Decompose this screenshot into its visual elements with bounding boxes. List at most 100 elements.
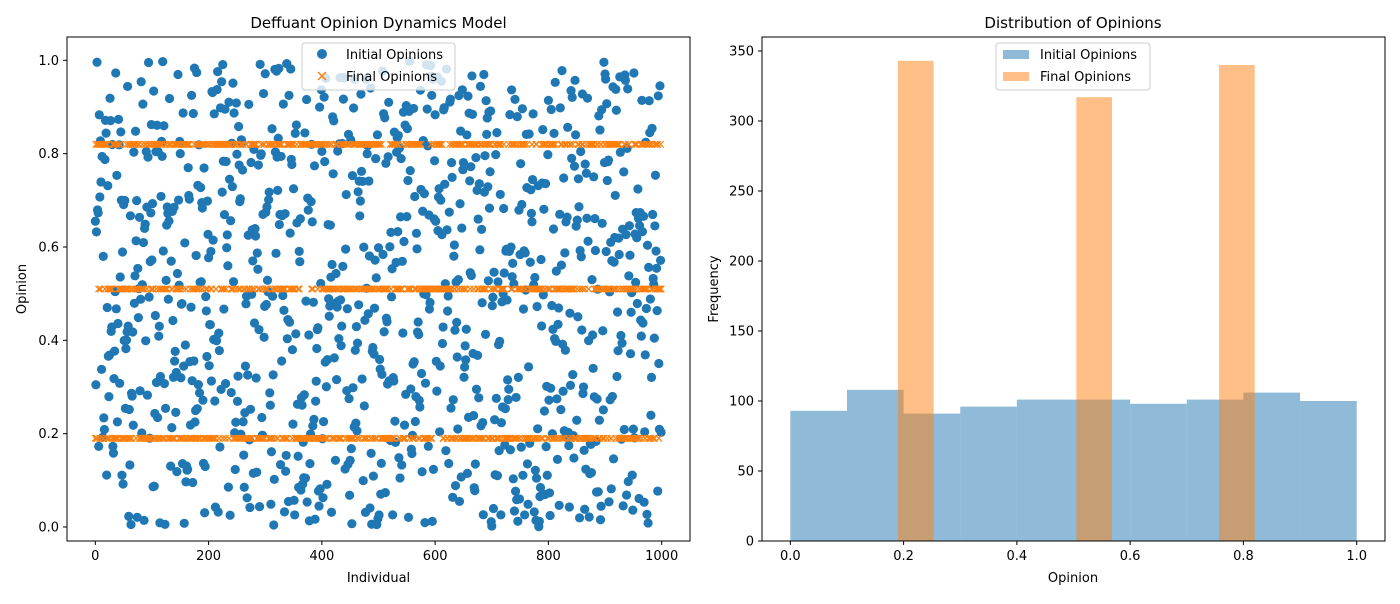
initial-opinion-point	[560, 248, 570, 258]
initial-opinion-point	[377, 369, 387, 380]
initial-opinion-point	[393, 227, 403, 237]
initial-opinion-point	[239, 482, 249, 492]
initial-opinion-point	[266, 447, 277, 457]
initial-opinion-point	[435, 427, 445, 437]
initial-opinion-point	[310, 514, 320, 524]
initial-opinion-point	[253, 264, 263, 274]
final-opinion-point	[415, 140, 423, 148]
final-opinion-point	[584, 285, 593, 293]
final-opinion-point	[628, 434, 636, 442]
initial-opinion-point	[550, 77, 560, 87]
initial-opinion-point	[352, 338, 363, 348]
initial-opinion-point	[587, 274, 597, 285]
scatter-title: Deffuant Opinion Dynamics Model	[250, 14, 506, 32]
initial-opinion-point	[633, 184, 643, 194]
initial-opinion-point	[385, 242, 395, 252]
initial-opinion-point	[560, 345, 571, 355]
initial-opinion-point	[427, 516, 437, 527]
initial-opinion-point	[590, 214, 600, 224]
initial-opinion-point	[254, 502, 265, 512]
initial-opinion-point	[359, 242, 369, 252]
initial-opinion-point	[279, 305, 289, 315]
initial-opinion-point	[382, 317, 392, 327]
initial-opinion-point	[479, 69, 489, 80]
initial-opinion-point	[206, 376, 217, 386]
initial-opinion-point	[601, 74, 611, 84]
initial-opinion-point	[96, 177, 106, 187]
final-opinion-point	[322, 434, 330, 442]
initial-opinion-point	[90, 216, 100, 226]
initial-opinion-point	[539, 204, 549, 214]
initial-opinion-point	[636, 331, 646, 341]
initial-opinion-point	[245, 502, 255, 513]
initial-opinion-point	[654, 358, 664, 369]
initial-opinion-point	[333, 146, 343, 156]
initial-opinion-point	[582, 93, 593, 103]
initial-opinion-point	[136, 294, 146, 304]
initial-opinion-point	[466, 270, 476, 281]
final-opinion-point	[173, 285, 181, 293]
histogram-x-tick-label: 0.4	[1007, 549, 1028, 564]
initial-opinion-point	[524, 129, 534, 139]
initial-opinion-point	[489, 267, 499, 277]
initial-opinion-point	[146, 208, 156, 218]
initial-opinion-point	[113, 318, 123, 329]
initial-opinion-point	[356, 166, 367, 177]
initial-opinion-point	[280, 209, 290, 219]
initial-opinion-point	[116, 127, 126, 137]
initial-opinion-point	[567, 92, 577, 103]
final-opinion-point	[376, 140, 384, 148]
final-opinion-point	[657, 285, 665, 293]
initial-opinion-point	[269, 520, 279, 530]
initial-opinion-point	[150, 310, 160, 321]
initial-opinion-point	[173, 69, 183, 80]
histogram-y-ticks: 0 50 100 150 200 250 300 350	[729, 45, 762, 550]
initial-opinion-point	[315, 102, 325, 112]
histogram-panel: Distribution of Opinions 0.0 0.2 0.4 0.6 0.8…	[707, 14, 1386, 586]
initial-opinion-point	[344, 394, 354, 404]
initial-opinion-point	[395, 473, 405, 483]
final-opinion-point	[131, 285, 139, 293]
initial-opinion-point	[99, 413, 109, 423]
final-opinion-point	[184, 140, 192, 148]
initial-opinion-point	[578, 388, 588, 399]
final-opinion-point	[426, 434, 435, 442]
initial-opinion-point	[261, 299, 271, 310]
final-opinion-point	[137, 285, 145, 293]
final-opinion-point	[483, 140, 491, 148]
initial-opinion-point	[190, 417, 200, 427]
initial-opinion-point	[602, 175, 612, 186]
initial-opinion-point	[167, 423, 177, 433]
initial-opinion-point	[338, 261, 348, 272]
initial-opinion-point	[147, 198, 158, 209]
initial-opinion-point	[125, 211, 136, 221]
initial-opinion-point	[420, 517, 430, 528]
initial-opinion-point	[483, 276, 493, 286]
initial-opinion-point	[249, 318, 260, 328]
initial-opinion-point	[101, 128, 111, 138]
initial-opinion-point	[653, 91, 663, 101]
initial-opinion-point	[319, 92, 329, 102]
initial-opinion-point	[628, 505, 638, 515]
initial-opinion-point	[366, 448, 376, 458]
initial-opinion-point	[194, 388, 205, 398]
final-opinion-point	[103, 434, 111, 442]
initial-opinion-point	[504, 384, 514, 394]
initial-opinion-point	[200, 461, 210, 472]
initial-opinion-point	[143, 152, 153, 162]
initial-opinion-point	[168, 315, 178, 326]
final-opinion-point	[395, 285, 403, 293]
initial-opinion-point	[643, 518, 653, 528]
initial-opinion-point	[285, 228, 295, 238]
initial-opinion-point	[628, 424, 638, 434]
initial-opinion-point	[558, 386, 568, 396]
final-opinion-point	[436, 140, 444, 148]
initial-opinion-point	[476, 224, 487, 234]
initial-opinion-point	[545, 510, 555, 521]
initial-opinion-point	[405, 166, 415, 176]
initial-opinion-point	[437, 338, 448, 349]
initial-opinion-point	[435, 361, 445, 371]
initial-opinion-point	[425, 297, 435, 308]
initial-opinion-point	[201, 306, 211, 316]
initial-opinion-point	[368, 471, 378, 481]
